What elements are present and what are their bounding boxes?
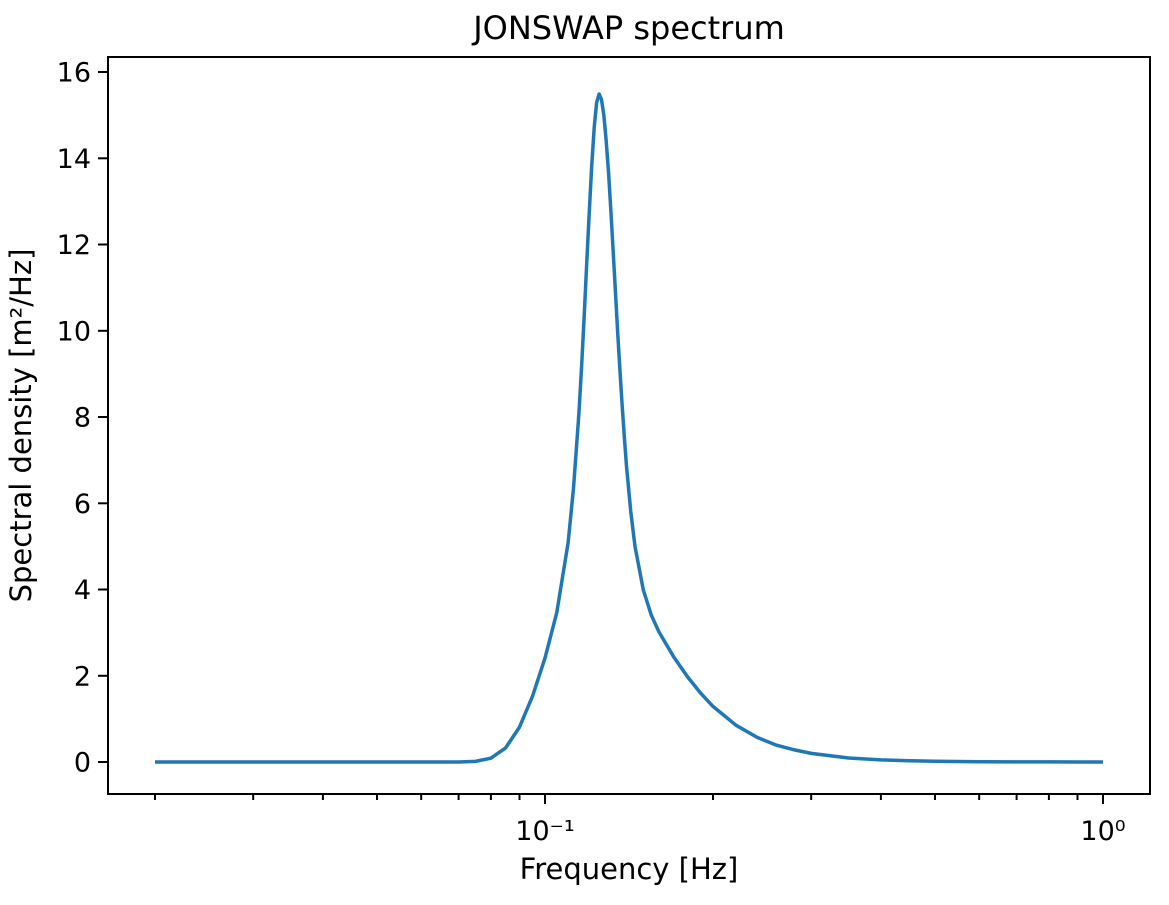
y-tick-label: 0 — [74, 747, 91, 778]
x-tick-label: 10⁻¹ — [515, 816, 574, 847]
y-tick-label: 2 — [74, 661, 91, 692]
y-tick-label: 4 — [74, 575, 91, 606]
y-tick-label: 8 — [74, 402, 91, 433]
y-tick-label: 14 — [57, 144, 91, 175]
x-tick-label: 10⁰ — [1080, 816, 1125, 847]
y-tick-label: 6 — [74, 489, 91, 520]
y-tick-label: 16 — [57, 57, 91, 88]
x-axis-label: Frequency [Hz] — [520, 852, 739, 886]
y-axis-label: Spectral density [m²/Hz] — [4, 249, 38, 603]
x-major-ticks: 10⁻¹ 10⁰ — [515, 794, 1126, 847]
axes-frame — [107, 56, 1151, 795]
y-major-ticks: 0 2 4 6 8 10 12 14 16 — [57, 57, 108, 778]
y-tick-label: 12 — [57, 230, 91, 261]
y-tick-label: 10 — [57, 316, 91, 347]
chart-title: JONSWAP spectrum — [471, 9, 785, 47]
spectrum-line — [155, 92, 1103, 764]
